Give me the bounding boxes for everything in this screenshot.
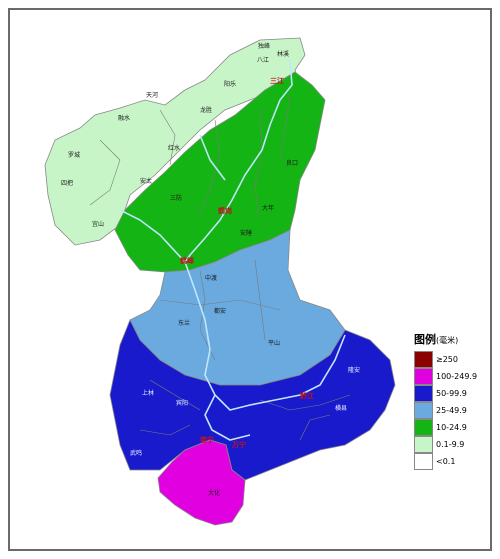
map-legend: 图例(毫米) ≥250 100-249.9 50-99.9 25-49.9 10-24.… — [414, 331, 494, 470]
legend-item: 100-249.9 — [414, 368, 494, 385]
legend-item: 10-24.9 — [414, 419, 494, 436]
legend-label: 10-24.9 — [436, 423, 467, 432]
city-label-1: 鹤岗 — [218, 206, 232, 215]
legend-label: 100-249.9 — [436, 372, 478, 381]
city-label-3: 黔江 — [299, 391, 314, 400]
legend-item: ≥250 — [414, 351, 494, 368]
legend-label: 25-49.9 — [436, 406, 467, 415]
legend-swatch — [414, 453, 433, 470]
legend-swatch — [414, 402, 433, 419]
legend-swatch — [414, 436, 433, 453]
place-label: 安陲 — [240, 229, 252, 237]
place-label: 都安 — [214, 307, 226, 315]
rivers — [119, 59, 346, 441]
place-label: 宾阳 — [176, 399, 188, 407]
legend-label: 50-99.9 — [436, 389, 467, 398]
legend-item: 50-99.9 — [414, 385, 494, 402]
city-label-0: 三江 — [270, 76, 284, 85]
legend-title-text: 图例 — [414, 333, 436, 346]
place-label: 八江 — [257, 57, 269, 64]
place-label: 横县 — [335, 404, 347, 412]
place-label: 平山 — [268, 339, 280, 347]
legend-title: 图例(毫米) — [414, 331, 494, 347]
city-label-2: 鹤峰 — [180, 256, 195, 265]
place-label: 龙胜 — [200, 106, 212, 114]
place-label: 独峰 — [258, 42, 270, 50]
legend-item: <0.1 — [414, 453, 494, 470]
place-label: 隆安 — [348, 366, 360, 374]
legend-item: 0.1-9.9 — [414, 436, 494, 453]
place-label: 天河 — [146, 91, 158, 99]
place-label: 中渡 — [205, 274, 217, 282]
legend-swatch — [414, 351, 433, 368]
legend-swatch — [414, 368, 433, 385]
place-label: 红水 — [168, 144, 180, 152]
region-magenta — [157, 439, 246, 526]
legend-label: ≥250 — [436, 355, 458, 364]
place-label: 上林 — [142, 389, 154, 397]
legend-swatch — [414, 385, 433, 402]
place-label: 良口 — [286, 159, 298, 167]
place-labels: 独峰 林溪 八江 阳乐 天河 融水 龙胜 红水 安太 罗城 四把 宜山 三防 大… — [61, 42, 360, 497]
place-label: 三防 — [170, 194, 182, 202]
legend-label: 0.1-9.9 — [436, 440, 465, 449]
place-label: 武鸣 — [130, 449, 142, 457]
place-label: 罗城 — [68, 152, 80, 159]
place-label: 大化 — [208, 489, 220, 497]
county-boundaries — [89, 94, 351, 441]
place-label: 阳乐 — [224, 80, 236, 88]
place-label: 宜山 — [92, 220, 104, 228]
place-label: 林溪 — [277, 50, 289, 58]
city-label-4: 南宁 — [200, 435, 214, 444]
legend-rows: ≥250 100-249.9 50-99.9 25-49.9 10-24.9 0.1-9.… — [414, 351, 494, 470]
place-label: 四把 — [61, 179, 73, 187]
place-label: 东兰 — [178, 319, 190, 327]
legend-swatch — [414, 419, 433, 436]
legend-unit: (毫米) — [436, 336, 459, 345]
place-label: 大年 — [262, 204, 274, 212]
legend-label: <0.1 — [436, 457, 456, 466]
place-label: 安太 — [140, 177, 152, 185]
city-label-5: 万宁 — [231, 440, 246, 449]
legend-item: 25-49.9 — [414, 402, 494, 419]
region-blue — [109, 319, 396, 481]
place-label: 融水 — [118, 114, 130, 122]
